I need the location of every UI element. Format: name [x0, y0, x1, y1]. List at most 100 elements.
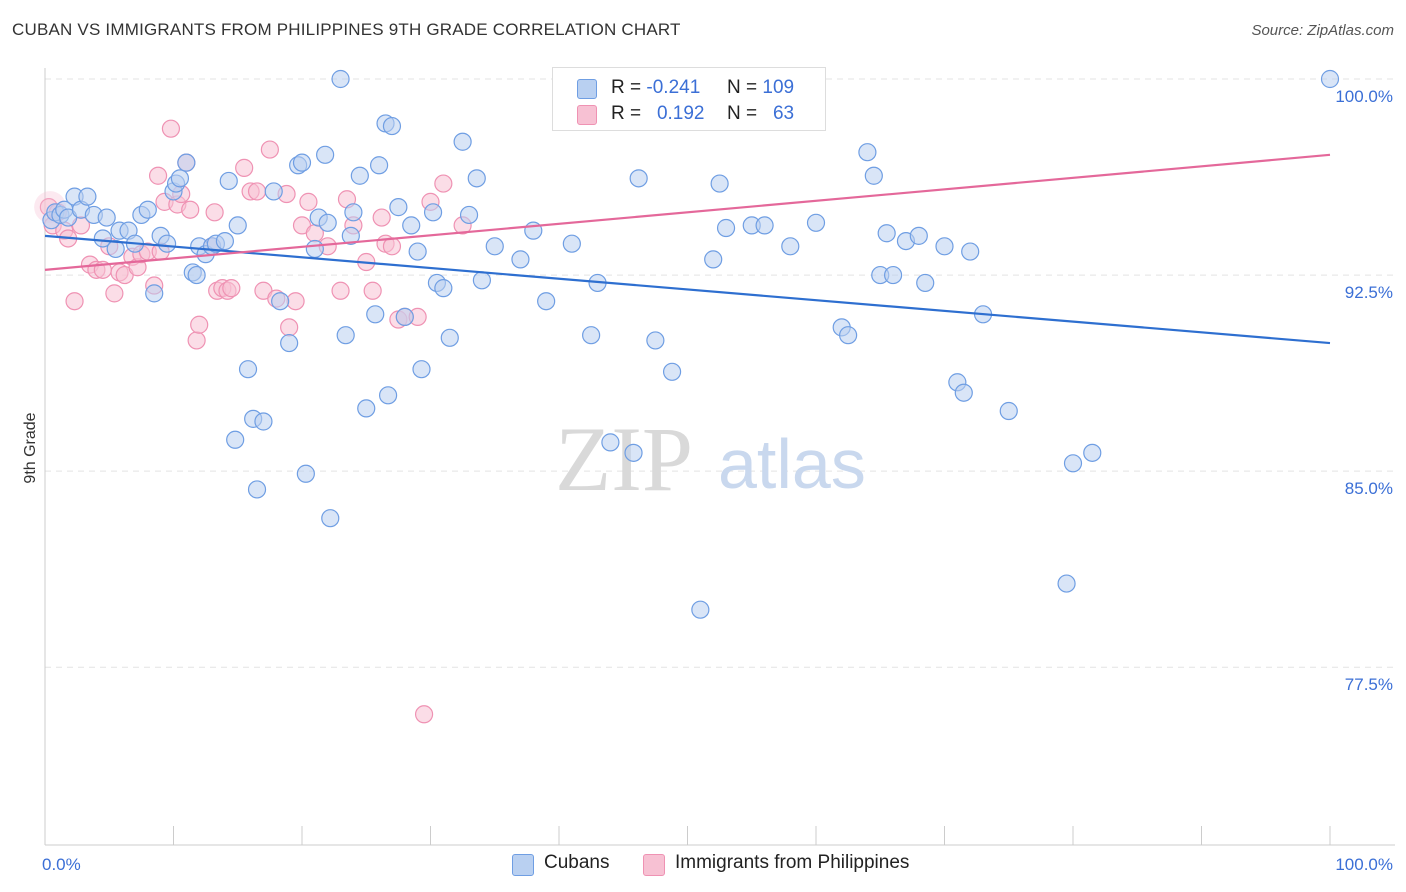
cubans-point [292, 153, 312, 172]
philippines-point [181, 200, 200, 219]
cubans-point [961, 242, 980, 261]
cubans-point [662, 362, 682, 381]
legend-r-label: R = [611, 77, 642, 98]
legend-n-value-cubans: 109 [762, 77, 795, 98]
tick-labels: 100.0% 92.5% 85.0% 77.5% 0.0% 100.0% [42, 87, 1393, 874]
legend-swatch-philippines [577, 105, 597, 125]
cubans-point [1063, 454, 1083, 473]
cubans-point [624, 443, 643, 462]
cubans-point [264, 182, 283, 201]
cubans-point [601, 433, 620, 452]
philippines-point [372, 208, 391, 227]
cubans-point [485, 237, 504, 256]
cubans-point [935, 237, 954, 256]
cubans-point [318, 213, 337, 232]
cubans-point [106, 239, 125, 259]
cubans-point [467, 169, 486, 188]
cubans-point [716, 218, 736, 238]
philippines-point [222, 279, 241, 298]
cubans-point [710, 174, 729, 193]
cubans-points [42, 69, 1340, 619]
chart-title: CUBAN VS IMMIGRANTS FROM PHILIPPINES 9TH… [12, 20, 681, 39]
watermark: ZIP atlas [555, 408, 866, 510]
cubans-point [999, 401, 1018, 421]
philippines-point [65, 292, 84, 311]
cubans-point [883, 265, 903, 285]
cubans-point [459, 205, 479, 225]
cubans-point [806, 213, 826, 232]
cubans-point [296, 464, 315, 483]
cubans-point [909, 226, 928, 245]
cubans-point [370, 156, 389, 175]
cubans-point [537, 292, 556, 311]
watermark-zip: ZIP [555, 408, 693, 510]
cubans-point [321, 509, 340, 528]
philippines-point [161, 119, 181, 138]
cubans-point [781, 237, 800, 256]
cubans-point [254, 412, 273, 431]
cubans-point [271, 292, 290, 311]
cubans-point [219, 171, 238, 191]
cubans-point [157, 234, 177, 253]
cubans-point [562, 234, 581, 253]
cubans-point [423, 203, 443, 222]
cubans-point [954, 383, 973, 402]
philippines-point [235, 158, 254, 177]
cubans-point [839, 326, 858, 345]
philippines-point [105, 284, 124, 303]
cubans-point [226, 430, 245, 449]
bottom-legend-swatch-philippines [643, 854, 665, 876]
cubans-point [331, 69, 350, 89]
cubans-point [402, 216, 421, 235]
axes [44, 68, 1395, 846]
legend-n-label: N = [727, 77, 758, 98]
cubans-point [629, 169, 648, 188]
cubans-point [228, 216, 247, 235]
cubans-point [440, 328, 459, 347]
philippines-point [363, 281, 382, 300]
cubans-point [582, 326, 601, 345]
legend-swatch-cubans [577, 79, 597, 99]
legend-n-value-philippines: 63 [772, 103, 795, 124]
bottom-legend-swatch-cubans [512, 854, 534, 876]
watermark-atlas: atlas [718, 425, 866, 503]
cubans-point [691, 600, 710, 619]
philippines-point [331, 281, 350, 300]
cubans-point [316, 145, 335, 164]
cubans-point [646, 331, 665, 350]
legend-row-cubans: R = -0.241 N = 109 [553, 75, 823, 101]
x-tick-label-1: 100.0% [1335, 855, 1393, 874]
cubans-point [341, 226, 360, 245]
correlation-legend: R = -0.241 N = 109 R = 0.192 N = 63 [552, 67, 826, 131]
cubans-point [187, 265, 206, 285]
y-tick-label-2: 85.0% [1345, 479, 1393, 498]
cubans-point [453, 132, 472, 151]
cubans-point [472, 271, 491, 290]
philippines-point [280, 318, 299, 337]
cubans-point [434, 279, 453, 298]
cubans-point [877, 224, 896, 243]
chart-source: Source: ZipAtlas.com [1251, 22, 1394, 39]
philippines-point [187, 331, 206, 350]
y-axis-label: 9th Grade [22, 412, 39, 483]
philippines-trend-line [44, 153, 1331, 271]
x-tick-label-0: 0.0% [42, 855, 81, 874]
philippines-point [205, 203, 224, 222]
legend-r-value-philippines: 0.192 [656, 103, 705, 124]
legend-r-value-cubans: -0.241 [646, 77, 701, 98]
philippines-point [286, 292, 305, 311]
legend-n-label: N = [727, 103, 758, 124]
philippines-point [299, 192, 318, 211]
cubans-point [145, 284, 164, 303]
cubans-point [395, 307, 414, 327]
cubans-point [93, 229, 112, 248]
y-tick-label-0: 100.0% [1335, 87, 1393, 106]
cubans-point [366, 305, 385, 324]
cubans-point [511, 250, 530, 269]
cubans-point [755, 216, 774, 235]
cubans-point [305, 239, 324, 259]
cubans-point [357, 399, 376, 418]
cubans-point [864, 166, 883, 185]
bottom-legend-label-cubans: Cubans [544, 852, 610, 873]
